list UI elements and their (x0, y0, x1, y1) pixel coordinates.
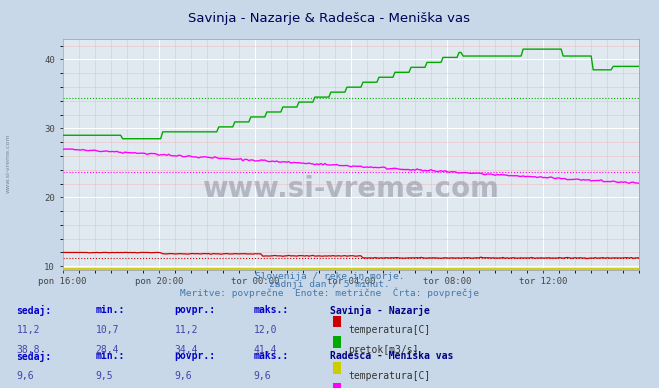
Text: Meritve: povprečne  Enote: metrične  Črta: povprečje: Meritve: povprečne Enote: metrične Črta:… (180, 288, 479, 298)
Text: sedaj:: sedaj: (16, 351, 51, 362)
Text: temperatura[C]: temperatura[C] (348, 325, 430, 335)
Text: 9,6: 9,6 (16, 371, 34, 381)
Text: Radešca - Meniška vas: Radešca - Meniška vas (330, 351, 453, 361)
Text: pretok[m3/s]: pretok[m3/s] (348, 345, 418, 355)
Text: min.:: min.: (96, 351, 125, 361)
Text: 9,6: 9,6 (254, 371, 272, 381)
Text: povpr.:: povpr.: (175, 305, 215, 315)
Text: 34,4: 34,4 (175, 345, 198, 355)
Text: sedaj:: sedaj: (16, 305, 51, 315)
Text: zadnji dan / 5 minut.: zadnji dan / 5 minut. (269, 280, 390, 289)
Text: 10,7: 10,7 (96, 325, 119, 335)
Text: maks.:: maks.: (254, 305, 289, 315)
Text: Savinja - Nazarje & Radešca - Meniška vas: Savinja - Nazarje & Radešca - Meniška va… (188, 12, 471, 26)
Text: 9,5: 9,5 (96, 371, 113, 381)
Text: 12,0: 12,0 (254, 325, 277, 335)
Text: Slovenija / reke in morje.: Slovenija / reke in morje. (255, 272, 404, 281)
Text: 11,2: 11,2 (16, 325, 40, 335)
Text: Savinja - Nazarje: Savinja - Nazarje (330, 305, 430, 315)
Text: 9,6: 9,6 (175, 371, 192, 381)
Text: 38,8: 38,8 (16, 345, 40, 355)
Text: min.:: min.: (96, 305, 125, 315)
Text: 41,4: 41,4 (254, 345, 277, 355)
Text: 28,4: 28,4 (96, 345, 119, 355)
Text: maks.:: maks.: (254, 351, 289, 361)
Text: temperatura[C]: temperatura[C] (348, 371, 430, 381)
Text: www.si-vreme.com: www.si-vreme.com (202, 175, 500, 203)
Text: povpr.:: povpr.: (175, 351, 215, 361)
Text: www.si-vreme.com: www.si-vreme.com (5, 133, 11, 193)
Text: 11,2: 11,2 (175, 325, 198, 335)
